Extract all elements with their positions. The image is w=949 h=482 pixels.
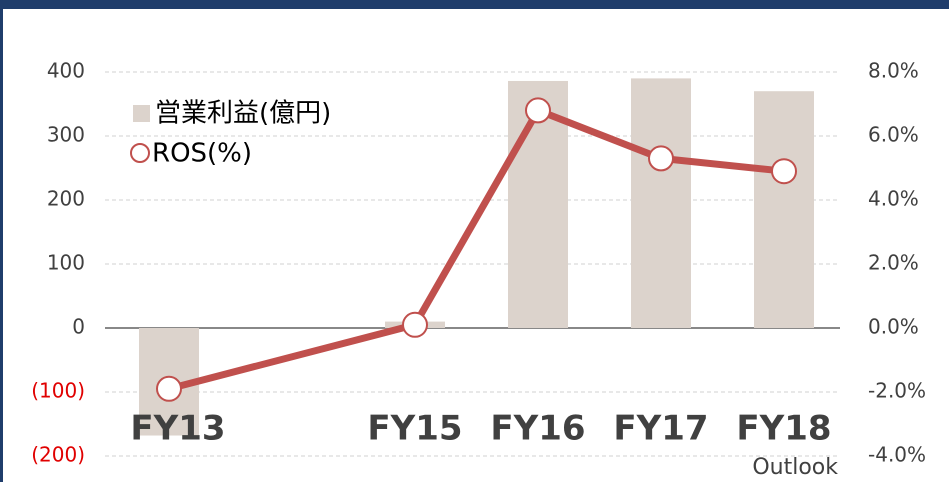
annotation: Outlook — [752, 455, 838, 480]
legend-marker — [130, 143, 150, 163]
y2-tick-label: -4.0% — [868, 443, 926, 467]
legend-label: ROS(%) — [152, 139, 252, 169]
ros-marker — [156, 375, 182, 402]
y-tick-label: 300 — [47, 123, 85, 147]
y-tick-label: (100) — [31, 379, 85, 403]
y2-tick-label: 8.0% — [868, 59, 919, 83]
y-tick-label: 0 — [72, 315, 85, 339]
y2-tick-label: 2.0% — [868, 251, 919, 275]
y-tick-label: 100 — [47, 251, 85, 275]
bar — [754, 91, 814, 328]
ros-marker — [525, 97, 551, 124]
y2-tick-label: 6.0% — [868, 123, 919, 147]
y-tick-label: 200 — [47, 187, 85, 211]
x-tick-label: FY17 — [613, 409, 708, 449]
y2-tick-label: -2.0% — [868, 379, 926, 403]
y2-tick-label: 0.0% — [868, 315, 919, 339]
y2-tick-label: 4.0% — [868, 187, 919, 211]
x-tick-label: FY15 — [367, 409, 462, 449]
left-border — [0, 9, 3, 482]
x-tick-label: FY16 — [490, 409, 585, 449]
legend-label: 営業利益(億円) — [155, 99, 331, 129]
ros-line — [168, 106, 785, 393]
x-tick-label: FY13 — [130, 409, 225, 449]
top-bar — [0, 0, 949, 9]
ros-marker — [771, 158, 797, 185]
legend-swatch — [133, 105, 150, 122]
y-tick-label: (200) — [31, 443, 85, 467]
y-tick-label: 400 — [47, 59, 85, 83]
bar — [631, 78, 691, 329]
ros-marker — [402, 311, 428, 338]
x-tick-label: FY18 — [736, 409, 831, 449]
ros-marker — [648, 145, 674, 172]
